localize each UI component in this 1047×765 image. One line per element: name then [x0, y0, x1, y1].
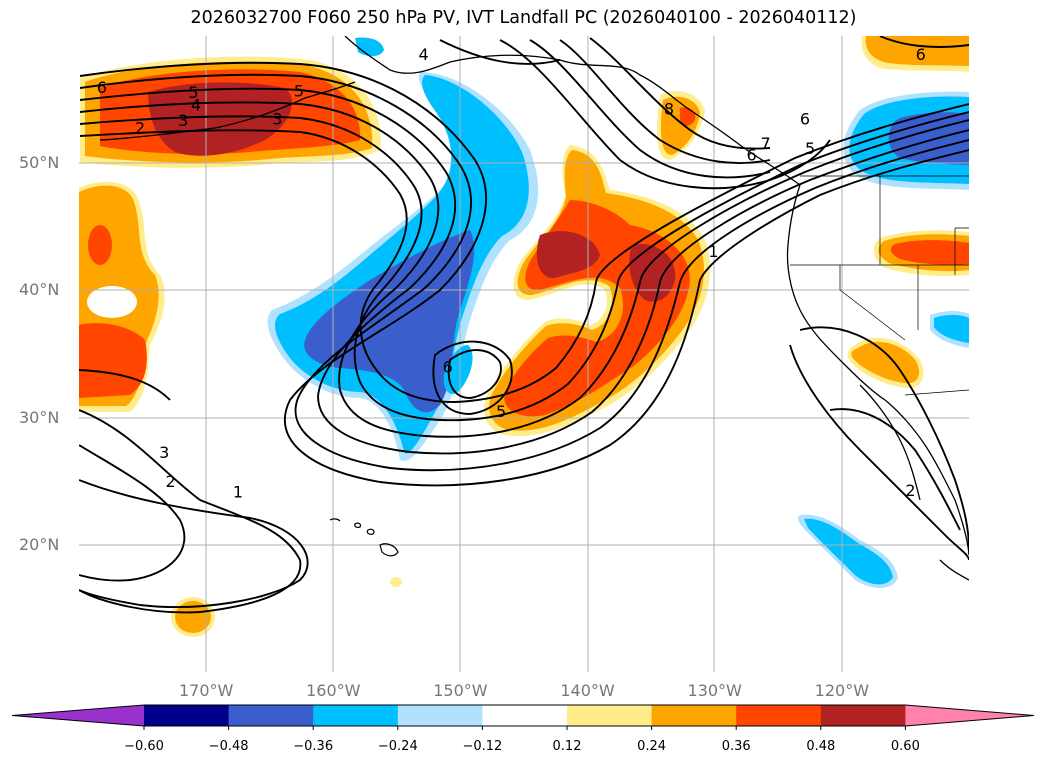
colorbar-segment	[228, 705, 314, 726]
colorbar-tick-label: −0.36	[293, 739, 334, 754]
coast-baja	[859, 384, 921, 501]
contour-inner-2	[432, 340, 513, 415]
contour-arc-bc-3	[559, 39, 771, 164]
colorbar-tick-label: 0.48	[806, 739, 836, 754]
contour-sw-3	[79, 409, 302, 614]
lon-label: 120°W	[814, 681, 870, 700]
lat-label: 40°N	[19, 280, 60, 300]
contour-east-1	[799, 326, 969, 551]
lon-label: 140°W	[560, 681, 615, 700]
shade-sw-blue	[934, 314, 969, 343]
colorbar-extend-high	[905, 705, 1034, 726]
lat-label: 30°N	[19, 407, 60, 427]
lon-label: 170°W	[178, 681, 234, 700]
shade-ne-orange	[865, 36, 969, 66]
contour-jet-1	[79, 61, 969, 487]
colorbar-segment	[144, 705, 230, 726]
contour-nw-1	[879, 36, 969, 48]
coast-aleutians	[99, 81, 356, 141]
colorbar-segment	[313, 705, 399, 726]
lon-label: 160°W	[306, 681, 361, 700]
contour-jet-2	[79, 73, 969, 472]
colorbar-tick-label: 0.36	[721, 739, 751, 754]
coast-mexico	[939, 559, 969, 581]
hawaii-islands	[329, 518, 399, 557]
shade-west-hole	[87, 286, 137, 318]
colorbar-segment	[820, 705, 906, 726]
coast-westcoast	[786, 184, 969, 556]
contour-inner-1	[447, 349, 502, 399]
lat-label: 20°N	[19, 534, 60, 554]
gridlines	[79, 36, 969, 672]
shade-trough-royal	[304, 230, 475, 413]
colorbar	[11, 704, 1035, 730]
shade-bc-red	[680, 107, 696, 126]
contour-gulf	[439, 39, 561, 65]
colorbar-segment	[651, 705, 737, 726]
shade-ak-blue	[355, 37, 384, 57]
contour-jet-3	[79, 87, 969, 455]
contour-east-3	[829, 408, 961, 531]
colorbar-tick-label: 0.60	[890, 739, 920, 754]
shade-hawaii-dot	[390, 577, 402, 587]
colorbar-segment	[736, 705, 822, 726]
shade-west-red	[79, 323, 147, 398]
shade-ridge-darkred-a	[536, 231, 600, 279]
colorbar-tick-label: 0.24	[637, 739, 667, 754]
pv-shading-layer	[79, 36, 969, 637]
contour-jet-6	[79, 103, 969, 403]
colorbar-segment	[482, 705, 568, 726]
lat-label: 50°N	[19, 153, 60, 173]
contour-jet-4	[79, 101, 969, 438]
lon-label: 130°W	[687, 681, 742, 700]
coast-alaska	[344, 36, 801, 186]
shade-ridge-darkred-b	[629, 244, 676, 302]
contour-sw-2	[79, 479, 309, 608]
colorbar-segment	[397, 705, 483, 726]
colorbar-tick-label: −0.12	[462, 739, 503, 754]
shade-trough-blue-inner	[443, 345, 473, 395]
contour-lines	[79, 36, 969, 614]
contour-jet-5	[79, 111, 969, 422]
contour-east-2	[789, 344, 969, 561]
shade-im-red	[890, 240, 969, 265]
shade-mx-blue	[804, 518, 893, 585]
shade-west-red-small	[88, 225, 112, 265]
lon-label: 150°W	[433, 681, 488, 700]
colorbar-tick-label: −0.48	[208, 739, 249, 754]
colorbar-tick-label: 0.12	[552, 739, 582, 754]
border-states-e	[954, 227, 969, 275]
contour-arc-bc-1	[499, 39, 831, 190]
contour-arc-bc-4	[589, 37, 771, 150]
contour-sw-4	[79, 369, 171, 401]
colorbar-tick-label: −0.60	[124, 739, 164, 754]
border-states-c	[839, 265, 906, 341]
colorbar-segment	[567, 705, 653, 726]
colorbar-tick-label: −0.24	[377, 739, 418, 754]
contour-arc-bc-2	[529, 39, 771, 179]
colorbar-extend-low	[12, 705, 144, 726]
shade-aleutian-darkred	[148, 82, 293, 156]
figure-title: 2026032700 F060 250 hPa PV, IVT Landfall…	[190, 8, 857, 28]
contour-sw-1	[79, 444, 186, 582]
shade-south-orange	[175, 601, 211, 633]
